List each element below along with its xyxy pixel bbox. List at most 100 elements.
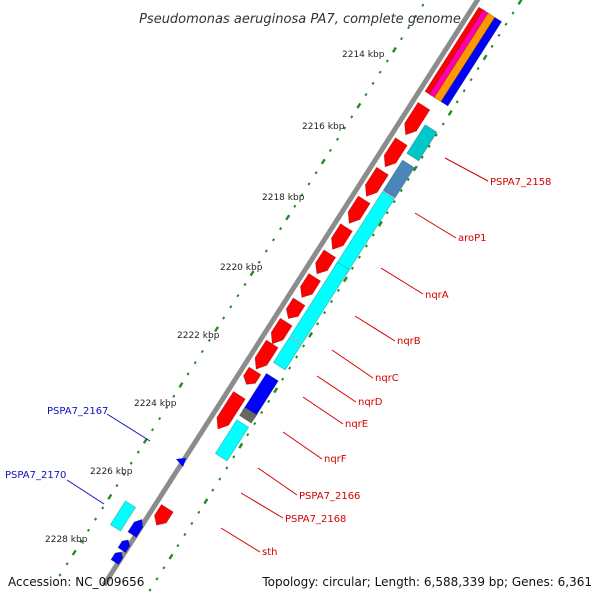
gene-cyan-block-body[interactable] bbox=[289, 261, 350, 345]
gene-red-block[interactable] bbox=[151, 503, 174, 528]
tick-mark bbox=[406, 177, 410, 182]
tick-mark bbox=[71, 549, 77, 556]
topology-text: Topology: circular; Length: 6,588,339 bp… bbox=[261, 575, 592, 589]
gene-label[interactable]: PSPA7_2167 bbox=[47, 406, 108, 417]
tick-mark bbox=[371, 233, 375, 237]
gene-PSPA7_2170[interactable] bbox=[109, 500, 137, 532]
gene-blue-small[interactable] bbox=[117, 538, 132, 554]
gene-red-block-body[interactable] bbox=[311, 249, 337, 278]
tick-mark bbox=[155, 577, 159, 581]
gene-label[interactable]: nqrE bbox=[345, 419, 368, 430]
gene-red-block[interactable] bbox=[241, 366, 262, 388]
gene-blue-small-body[interactable] bbox=[110, 550, 125, 566]
gene-cyan-block-body[interactable] bbox=[272, 336, 302, 371]
tick-mark bbox=[302, 344, 306, 348]
gene-red-block-body[interactable] bbox=[360, 166, 389, 200]
gene-blue-small-body[interactable] bbox=[117, 538, 132, 554]
gene-label[interactable]: nqrD bbox=[358, 397, 383, 408]
tick-mark bbox=[243, 282, 247, 287]
top-gene-band-body[interactable] bbox=[433, 12, 496, 103]
tick-mark bbox=[218, 477, 222, 481]
gene-red-block-body[interactable] bbox=[296, 272, 322, 302]
label-leader-lines bbox=[66, 157, 489, 553]
tick-mark bbox=[183, 532, 187, 537]
top-gene-band-body[interactable] bbox=[440, 16, 503, 107]
gene-red-block-body[interactable] bbox=[212, 390, 246, 433]
gene-cyan-block-body[interactable] bbox=[214, 419, 250, 462]
tick-mark bbox=[260, 410, 264, 415]
gene-label[interactable]: sth bbox=[262, 547, 277, 558]
gene-red-block-body[interactable] bbox=[400, 101, 431, 138]
tick-mark bbox=[469, 78, 473, 82]
gene-cyan-block[interactable] bbox=[406, 124, 438, 162]
tick-mark bbox=[385, 59, 389, 63]
gene-label[interactable]: nqrC bbox=[375, 373, 399, 384]
gene-label[interactable]: PSPA7_2168 bbox=[285, 514, 346, 525]
leader-line bbox=[106, 413, 151, 442]
gene-cyan-block-body[interactable] bbox=[382, 159, 415, 199]
gene-red-block-body[interactable] bbox=[266, 317, 293, 347]
gene-red-block[interactable] bbox=[250, 339, 279, 373]
backbone-highlight bbox=[109, 0, 486, 589]
gene-red-block-body[interactable] bbox=[343, 195, 371, 227]
tick-mark bbox=[285, 214, 291, 221]
gene-cyan-block[interactable] bbox=[242, 372, 279, 419]
leader-line bbox=[331, 349, 374, 379]
gene-red-block-body[interactable] bbox=[327, 223, 353, 253]
gene-label[interactable]: nqrF bbox=[324, 454, 347, 465]
gene-cyan-block[interactable] bbox=[238, 406, 258, 424]
leader-line bbox=[380, 267, 424, 295]
top-gene-band[interactable] bbox=[433, 12, 496, 103]
gene-cyan-block[interactable] bbox=[214, 419, 250, 462]
ruler-label: 2224 kbp bbox=[134, 399, 177, 409]
gene-red-block[interactable] bbox=[212, 390, 246, 433]
gene-blue-small[interactable] bbox=[110, 550, 125, 566]
gene-label[interactable]: nqrB bbox=[397, 336, 421, 347]
leader-line bbox=[354, 315, 396, 342]
tick-mark bbox=[342, 276, 348, 283]
gene-red-block[interactable] bbox=[400, 101, 431, 138]
backbone-line bbox=[101, 0, 481, 587]
gene-PSPA7_2170-body[interactable] bbox=[109, 500, 137, 532]
gene-red-block[interactable] bbox=[327, 223, 353, 253]
gene-cyan-block[interactable] bbox=[382, 159, 415, 199]
gene-label[interactable]: nqrA bbox=[425, 290, 449, 301]
tick-mark bbox=[101, 506, 105, 510]
gene-blue-small-body[interactable] bbox=[127, 517, 146, 538]
gene-blue-small[interactable] bbox=[127, 517, 146, 538]
gene-red-block-body[interactable] bbox=[282, 297, 306, 322]
gene-red-block[interactable] bbox=[343, 195, 371, 227]
gene-red-block[interactable] bbox=[266, 317, 293, 347]
gene-cyan-block[interactable] bbox=[289, 261, 350, 345]
tick-mark bbox=[165, 405, 169, 409]
tick-mark bbox=[207, 338, 211, 342]
tick-mark bbox=[447, 109, 453, 116]
gene-red-block-body[interactable] bbox=[241, 366, 262, 388]
tick-mark bbox=[168, 553, 174, 560]
gene-red-block[interactable] bbox=[311, 249, 337, 278]
gene-label[interactable]: PSPA7_2170 bbox=[5, 470, 66, 481]
tick-mark bbox=[94, 517, 98, 521]
tick-mark bbox=[158, 416, 162, 421]
gene-red-block-body[interactable] bbox=[151, 503, 174, 528]
gene-cyan-block-body[interactable] bbox=[406, 124, 438, 162]
gene-red-block-body[interactable] bbox=[379, 137, 408, 171]
gene-label[interactable]: PSPA7_2166 bbox=[299, 491, 360, 502]
tick-mark bbox=[377, 220, 383, 227]
gene-cyan-block-body[interactable] bbox=[242, 372, 279, 419]
top-gene-band[interactable] bbox=[440, 16, 503, 107]
gene-cyan-block-body[interactable] bbox=[238, 406, 258, 424]
gene-label[interactable]: aroP1 bbox=[458, 233, 487, 244]
gene-red-block[interactable] bbox=[296, 272, 322, 302]
tick-mark bbox=[295, 355, 299, 359]
gene-PSPA7_2167[interactable] bbox=[176, 458, 186, 467]
gene-red-block[interactable] bbox=[360, 166, 389, 200]
tick-mark bbox=[232, 455, 236, 459]
gene-cyan-block[interactable] bbox=[272, 336, 302, 371]
tick-mark bbox=[378, 70, 382, 74]
gene-red-block[interactable] bbox=[379, 137, 408, 171]
gene-red-block-body[interactable] bbox=[250, 339, 279, 373]
gene-red-block[interactable] bbox=[282, 297, 306, 322]
gene-label[interactable]: PSPA7_2158 bbox=[490, 177, 551, 188]
